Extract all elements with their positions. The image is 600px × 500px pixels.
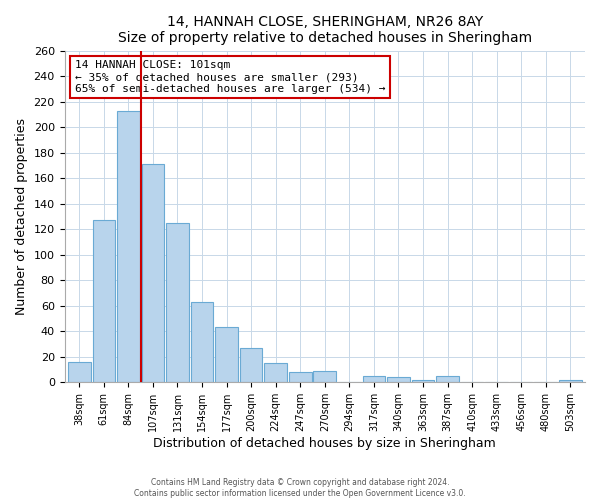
- Y-axis label: Number of detached properties: Number of detached properties: [15, 118, 28, 315]
- Text: Contains HM Land Registry data © Crown copyright and database right 2024.
Contai: Contains HM Land Registry data © Crown c…: [134, 478, 466, 498]
- Bar: [412, 380, 434, 382]
- Bar: [191, 302, 214, 382]
- Bar: [362, 376, 385, 382]
- Title: 14, HANNAH CLOSE, SHERINGHAM, NR26 8AY
Size of property relative to detached hou: 14, HANNAH CLOSE, SHERINGHAM, NR26 8AY S…: [118, 15, 532, 45]
- Bar: [265, 363, 287, 382]
- X-axis label: Distribution of detached houses by size in Sheringham: Distribution of detached houses by size …: [154, 437, 496, 450]
- Text: 14 HANNAH CLOSE: 101sqm
← 35% of detached houses are smaller (293)
65% of semi-d: 14 HANNAH CLOSE: 101sqm ← 35% of detache…: [75, 60, 385, 94]
- Bar: [559, 380, 581, 382]
- Bar: [215, 328, 238, 382]
- Bar: [92, 220, 115, 382]
- Bar: [436, 376, 459, 382]
- Bar: [289, 372, 311, 382]
- Bar: [117, 110, 140, 382]
- Bar: [313, 371, 336, 382]
- Bar: [68, 362, 91, 382]
- Bar: [240, 348, 262, 382]
- Bar: [166, 223, 189, 382]
- Bar: [387, 377, 410, 382]
- Bar: [142, 164, 164, 382]
